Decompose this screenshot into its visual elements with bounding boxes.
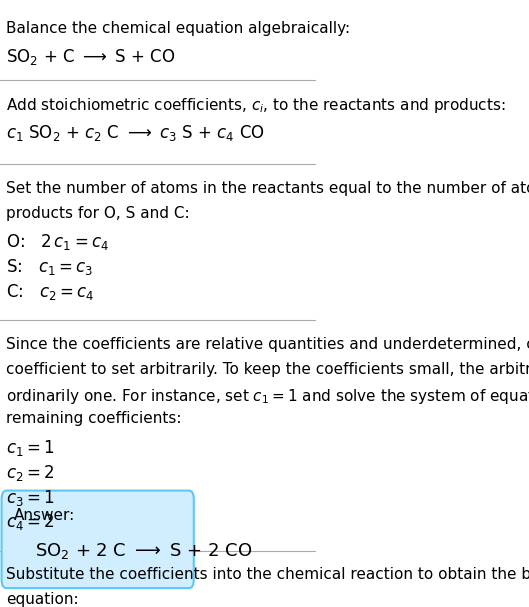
Text: $c_2 = 2$: $c_2 = 2$ — [6, 463, 55, 483]
FancyBboxPatch shape — [2, 490, 194, 588]
Text: $c_4 = 2$: $c_4 = 2$ — [6, 512, 55, 532]
Text: products for O, S and C:: products for O, S and C: — [6, 206, 190, 221]
Text: S:   $c_1 = c_3$: S: $c_1 = c_3$ — [6, 257, 94, 277]
Text: Add stoichiometric coefficients, $c_i$, to the reactants and products:: Add stoichiometric coefficients, $c_i$, … — [6, 97, 506, 115]
Text: Answer:: Answer: — [14, 508, 76, 523]
Text: C:   $c_2 = c_4$: C: $c_2 = c_4$ — [6, 282, 95, 302]
Text: SO$_2$ + C $\longrightarrow$ S + CO: SO$_2$ + C $\longrightarrow$ S + CO — [6, 47, 176, 67]
Text: ordinarily one. For instance, set $c_1 = 1$ and solve the system of equations fo: ordinarily one. For instance, set $c_1 =… — [6, 387, 529, 405]
Text: coefficient to set arbitrarily. To keep the coefficients small, the arbitrary va: coefficient to set arbitrarily. To keep … — [6, 362, 529, 377]
Text: $c_3 = 1$: $c_3 = 1$ — [6, 487, 55, 507]
Text: Set the number of atoms in the reactants equal to the number of atoms in the: Set the number of atoms in the reactants… — [6, 181, 529, 196]
Text: O:   $2\,c_1 = c_4$: O: $2\,c_1 = c_4$ — [6, 232, 110, 253]
Text: Balance the chemical equation algebraically:: Balance the chemical equation algebraica… — [6, 21, 350, 36]
Text: Substitute the coefficients into the chemical reaction to obtain the balanced: Substitute the coefficients into the che… — [6, 568, 529, 583]
Text: $c_1$ SO$_2$ + $c_2$ C $\longrightarrow$ $c_3$ S + $c_4$ CO: $c_1$ SO$_2$ + $c_2$ C $\longrightarrow$… — [6, 123, 265, 143]
Text: $c_1 = 1$: $c_1 = 1$ — [6, 438, 55, 458]
Text: SO$_2$ + 2 C $\longrightarrow$ S + 2 CO: SO$_2$ + 2 C $\longrightarrow$ S + 2 CO — [35, 541, 252, 561]
Text: remaining coefficients:: remaining coefficients: — [6, 412, 182, 426]
Text: Since the coefficients are relative quantities and underdetermined, choose a: Since the coefficients are relative quan… — [6, 337, 529, 352]
Text: equation:: equation: — [6, 592, 79, 607]
